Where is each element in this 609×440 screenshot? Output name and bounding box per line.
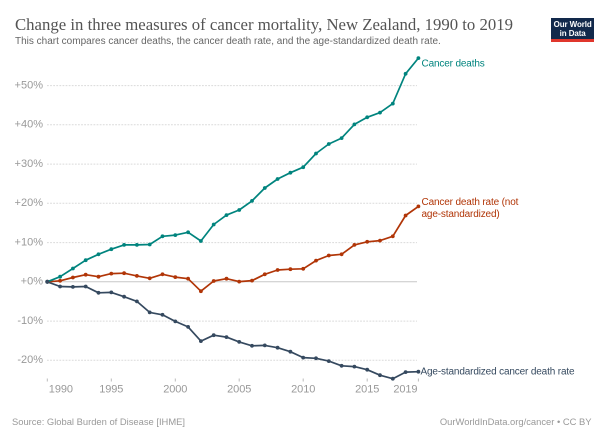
svg-text:+20%: +20% bbox=[15, 197, 44, 209]
svg-text:+40%: +40% bbox=[15, 119, 44, 131]
svg-text:2015: 2015 bbox=[355, 384, 379, 396]
svg-text:age-standardized): age-standardized) bbox=[422, 209, 500, 220]
svg-text:-20%: -20% bbox=[17, 354, 43, 366]
svg-text:2005: 2005 bbox=[227, 384, 251, 396]
svg-text:2019: 2019 bbox=[393, 384, 417, 396]
svg-text:Cancer deaths: Cancer deaths bbox=[422, 59, 485, 70]
svg-text:-10%: -10% bbox=[17, 315, 43, 327]
svg-text:+30%: +30% bbox=[15, 158, 44, 170]
svg-text:+10%: +10% bbox=[15, 236, 44, 248]
svg-text:+0%: +0% bbox=[21, 276, 44, 288]
svg-text:1995: 1995 bbox=[99, 384, 123, 396]
svg-text:Cancer death rate (not: Cancer death rate (not bbox=[422, 197, 519, 208]
svg-text:Age-standardized cancer death: Age-standardized cancer death rate bbox=[421, 366, 575, 377]
svg-text:2000: 2000 bbox=[163, 384, 187, 396]
svg-text:2010: 2010 bbox=[291, 384, 315, 396]
svg-text:+50%: +50% bbox=[15, 79, 44, 91]
svg-text:1990: 1990 bbox=[49, 384, 73, 396]
